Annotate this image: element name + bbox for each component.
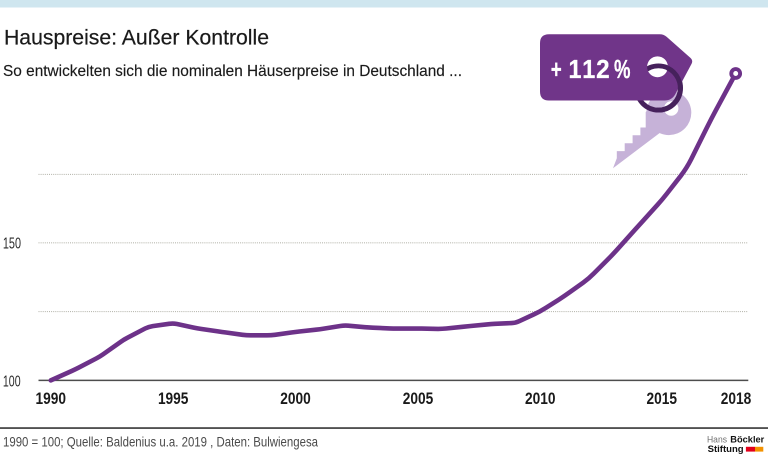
svg-text:So entwickelten sich die nomin: So entwickelten sich die nominalen Häuse…: [3, 63, 462, 80]
svg-text:2018: 2018: [721, 390, 752, 408]
svg-text:150: 150: [3, 236, 21, 253]
svg-text:1990 = 100; Quelle: Baldenius: 1990 = 100; Quelle: Baldenius u.a. 2019 …: [3, 434, 318, 449]
svg-text:100: 100: [3, 374, 21, 391]
svg-text:Stiftung: Stiftung: [708, 444, 744, 454]
svg-text:+: +: [551, 54, 562, 84]
svg-text:1995: 1995: [158, 390, 189, 408]
svg-text:2000: 2000: [280, 390, 311, 408]
svg-text:Hans: Hans: [707, 435, 727, 445]
svg-text:2015: 2015: [647, 390, 678, 408]
svg-text:2: 2: [596, 54, 610, 84]
svg-text:2005: 2005: [403, 390, 434, 408]
svg-text:%: %: [614, 54, 631, 84]
svg-text:1: 1: [582, 54, 595, 84]
svg-text:2010: 2010: [525, 390, 556, 408]
svg-text:1: 1: [569, 54, 582, 84]
svg-text:Hauspreise: Außer Kontrolle: Hauspreise: Außer Kontrolle: [4, 26, 269, 49]
svg-text:Böckler: Böckler: [730, 435, 764, 445]
svg-text:1990: 1990: [36, 390, 67, 408]
